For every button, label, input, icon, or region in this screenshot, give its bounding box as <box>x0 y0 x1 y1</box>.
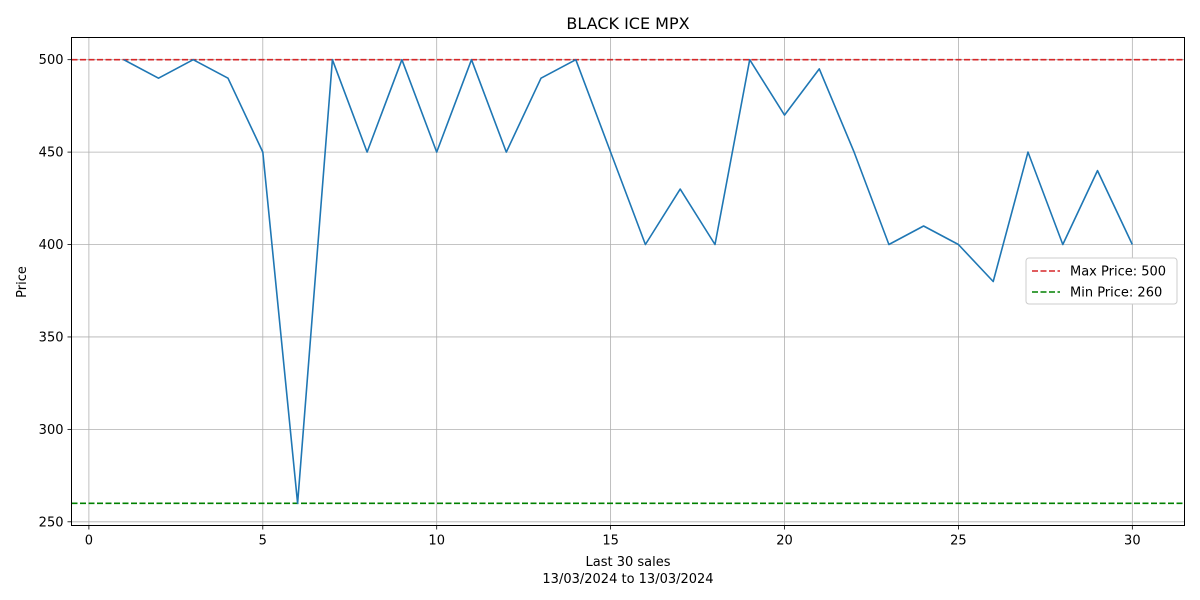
chart-title: BLACK ICE MPX <box>566 14 689 33</box>
y-axis-ticks: 250 300 350 400 450 500 <box>39 53 72 530</box>
x-tick-label: 10 <box>428 534 445 549</box>
x-axis-ticks: 0 5 10 15 20 25 30 <box>85 525 1141 549</box>
y-tick-label: 450 <box>39 146 64 161</box>
reference-lines <box>71 58 1185 505</box>
x-axis-sublabel: 13/03/2024 to 13/03/2024 <box>542 572 713 587</box>
x-tick-label: 0 <box>85 534 93 549</box>
x-tick-label: 30 <box>1124 534 1141 549</box>
x-tick-label: 5 <box>259 534 267 549</box>
y-tick-label: 300 <box>39 423 64 438</box>
legend: Max Price: 500 Min Price: 260 <box>1025 257 1178 305</box>
plot-frame <box>71 37 1185 526</box>
price-series-line <box>123 58 1134 505</box>
y-tick-label: 400 <box>39 238 64 253</box>
x-tick-label: 15 <box>602 534 619 549</box>
y-tick-label: 350 <box>39 330 64 345</box>
x-axis-label: Last 30 sales <box>585 555 670 570</box>
y-tick-label: 500 <box>39 53 64 68</box>
legend-entry-label: Min Price: 260 <box>1070 286 1162 301</box>
x-tick-label: 25 <box>950 534 967 549</box>
y-axis-label: Price <box>15 266 30 298</box>
x-tick-label: 20 <box>776 534 793 549</box>
y-tick-label: 250 <box>39 515 64 530</box>
series-layer <box>123 58 1134 505</box>
legend-box <box>1025 257 1178 305</box>
legend-entry-label: Max Price: 500 <box>1070 265 1166 280</box>
